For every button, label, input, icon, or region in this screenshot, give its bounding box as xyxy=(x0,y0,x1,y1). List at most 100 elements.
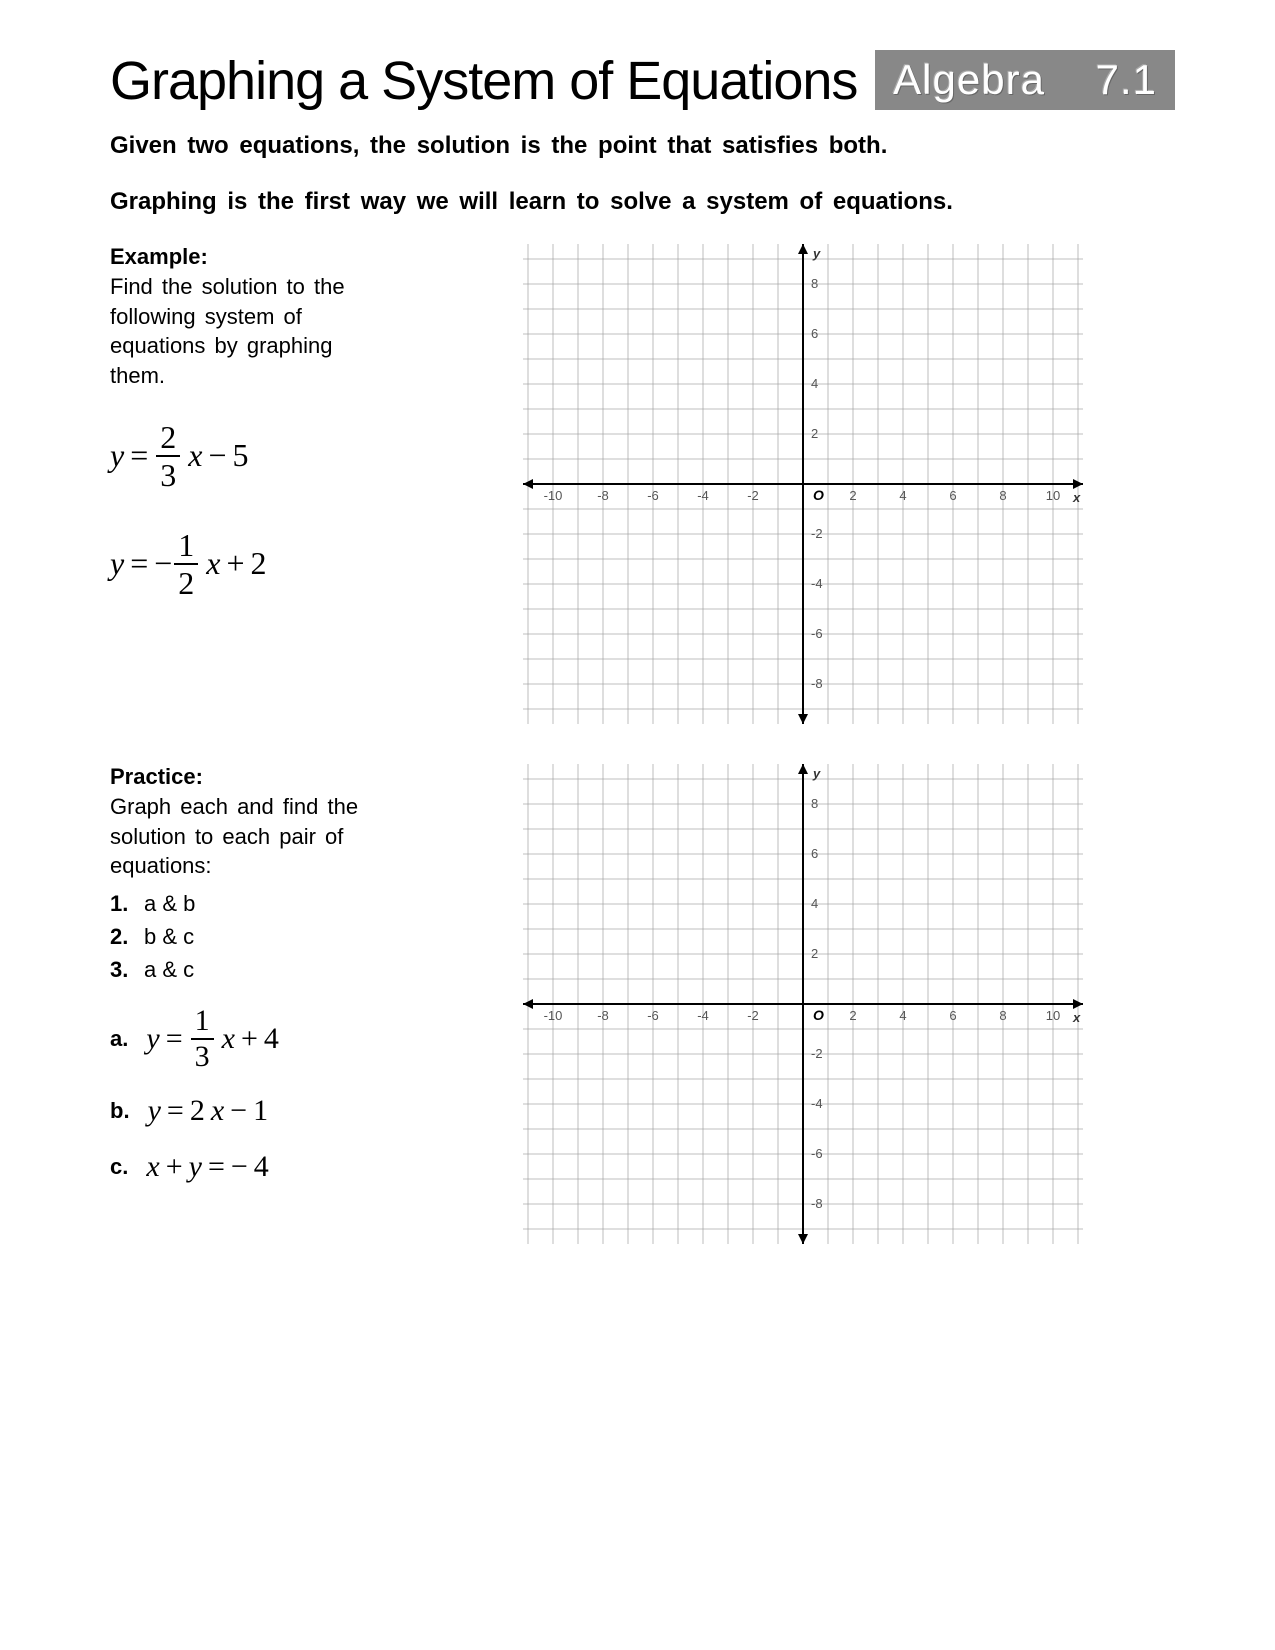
eq2-var: x xyxy=(206,545,220,582)
practice-body: Graph each and find the solution to each… xyxy=(110,792,390,881)
svg-text:-6: -6 xyxy=(647,488,659,503)
svg-text:-2: -2 xyxy=(811,526,823,541)
practice-section: Practice: Graph each and find the soluti… xyxy=(110,764,1175,1244)
eq-c-const: 4 xyxy=(254,1150,269,1184)
svg-text:-8: -8 xyxy=(597,1008,609,1023)
example-equation-2: y = − 1 2 x + 2 xyxy=(110,529,390,599)
svg-text:-4: -4 xyxy=(697,1008,709,1023)
svg-text:-4: -4 xyxy=(811,1096,823,1111)
eq2-op: + xyxy=(227,545,245,582)
eq1-var: x xyxy=(188,437,202,474)
practice-item-2-t: b & c xyxy=(144,920,194,953)
eq-c-sign: − xyxy=(231,1150,248,1184)
example-section: Example: Find the solution to the follow… xyxy=(110,244,1175,724)
eq-c-equals: = xyxy=(208,1150,225,1184)
eq1-const: 5 xyxy=(233,437,249,474)
eq-b-coef: 2 xyxy=(190,1094,205,1128)
eq2-numerator: 1 xyxy=(174,529,198,563)
svg-text:x: x xyxy=(1072,490,1081,505)
practice-graph: -10-8-6-4-2246810108642-2-4-6-8-10Oxy xyxy=(523,764,1083,1244)
eq-a-frac: 1 3 xyxy=(191,1006,214,1072)
svg-text:8: 8 xyxy=(999,488,1006,503)
eq-b-equals: = xyxy=(167,1094,184,1128)
eq2-sign: − xyxy=(154,545,172,582)
page-title: Graphing a System of Equations xyxy=(110,50,857,112)
example-body: Find the solution to the following syste… xyxy=(110,272,390,391)
eq1-op: − xyxy=(208,437,226,474)
practice-item-1: 1. a & b xyxy=(110,887,390,920)
svg-text:8: 8 xyxy=(811,796,818,811)
example-graph-wrap: -10-8-6-4-2246810108642-2-4-6-8-10Oxy xyxy=(430,244,1175,724)
svg-text:4: 4 xyxy=(899,1008,906,1023)
svg-text:-4: -4 xyxy=(697,488,709,503)
eq-c-op1: + xyxy=(166,1150,183,1184)
svg-text:x: x xyxy=(1072,1010,1081,1025)
svg-text:2: 2 xyxy=(811,426,818,441)
practice-item-2-n: 2. xyxy=(110,920,136,953)
svg-text:-2: -2 xyxy=(747,1008,759,1023)
svg-text:-8: -8 xyxy=(811,676,823,691)
eq-a-letter: a. xyxy=(110,1026,128,1052)
eq1-equals: = xyxy=(130,437,148,474)
eq-a-const: 4 xyxy=(264,1022,279,1056)
svg-text:-8: -8 xyxy=(811,1196,823,1211)
example-graph: -10-8-6-4-2246810108642-2-4-6-8-10Oxy xyxy=(523,244,1083,724)
eq2-equals: = xyxy=(130,545,148,582)
eq-b-const: 1 xyxy=(253,1094,268,1128)
svg-text:-8: -8 xyxy=(597,488,609,503)
eq-c-rhs: y xyxy=(189,1150,202,1184)
practice-eq-b: b. y = 2x − 1 xyxy=(110,1094,390,1128)
eq-a-op: + xyxy=(241,1022,258,1056)
eq1-numerator: 2 xyxy=(156,421,180,455)
svg-text:-6: -6 xyxy=(811,626,823,641)
worksheet-page: Graphing a System of Equations Algebra 7… xyxy=(0,0,1275,1650)
eq1-fraction: 2 3 xyxy=(156,421,180,491)
eq2-fraction: 1 2 xyxy=(174,529,198,599)
example-heading: Example: xyxy=(110,244,390,270)
svg-text:-4: -4 xyxy=(811,576,823,591)
svg-text:2: 2 xyxy=(849,488,856,503)
eq-a-num: 1 xyxy=(191,1006,214,1038)
course-badge: Algebra 7.1 xyxy=(875,50,1175,110)
practice-heading: Practice: xyxy=(110,764,390,790)
eq-a-den: 3 xyxy=(191,1038,214,1072)
eq2-const: 2 xyxy=(251,545,267,582)
svg-text:-2: -2 xyxy=(811,1046,823,1061)
eq1-denominator: 3 xyxy=(156,455,180,491)
eq-b-var: x xyxy=(211,1094,224,1128)
svg-text:6: 6 xyxy=(811,326,818,341)
svg-text:2: 2 xyxy=(811,946,818,961)
eq2-negfrac: − 1 2 xyxy=(154,529,200,599)
intro-line-2: Graphing is the first way we will learn … xyxy=(110,188,1175,216)
eq-a-equals: = xyxy=(166,1022,183,1056)
eq-a-var: x xyxy=(222,1022,235,1056)
practice-item-2: 2. b & c xyxy=(110,920,390,953)
eq1-lhs: y xyxy=(110,437,124,474)
svg-text:4: 4 xyxy=(811,376,818,391)
eq-b-lhs: y xyxy=(148,1094,161,1128)
example-text: Example: Find the solution to the follow… xyxy=(110,244,390,637)
svg-text:-2: -2 xyxy=(747,488,759,503)
svg-text:6: 6 xyxy=(811,846,818,861)
eq-c-letter: c. xyxy=(110,1154,128,1180)
svg-text:O: O xyxy=(813,1007,824,1023)
svg-text:6: 6 xyxy=(949,488,956,503)
example-equation-1: y = 2 3 x − 5 xyxy=(110,421,390,491)
svg-text:10: 10 xyxy=(1045,1008,1059,1023)
eq-a-lhs: y xyxy=(146,1022,159,1056)
svg-text:-6: -6 xyxy=(811,1146,823,1161)
svg-text:-6: -6 xyxy=(647,1008,659,1023)
svg-text:4: 4 xyxy=(899,488,906,503)
practice-item-3-n: 3. xyxy=(110,953,136,986)
practice-item-3-t: a & c xyxy=(144,953,194,986)
svg-text:O: O xyxy=(813,487,824,503)
eq2-lhs: y xyxy=(110,545,124,582)
practice-eq-a: a. y = 1 3 x + 4 xyxy=(110,1006,390,1072)
practice-item-1-t: a & b xyxy=(144,887,195,920)
eq2-denominator: 2 xyxy=(174,563,198,599)
eq-b-op: − xyxy=(230,1094,247,1128)
svg-text:6: 6 xyxy=(949,1008,956,1023)
svg-text:4: 4 xyxy=(811,896,818,911)
svg-text:8: 8 xyxy=(999,1008,1006,1023)
svg-text:2: 2 xyxy=(849,1008,856,1023)
